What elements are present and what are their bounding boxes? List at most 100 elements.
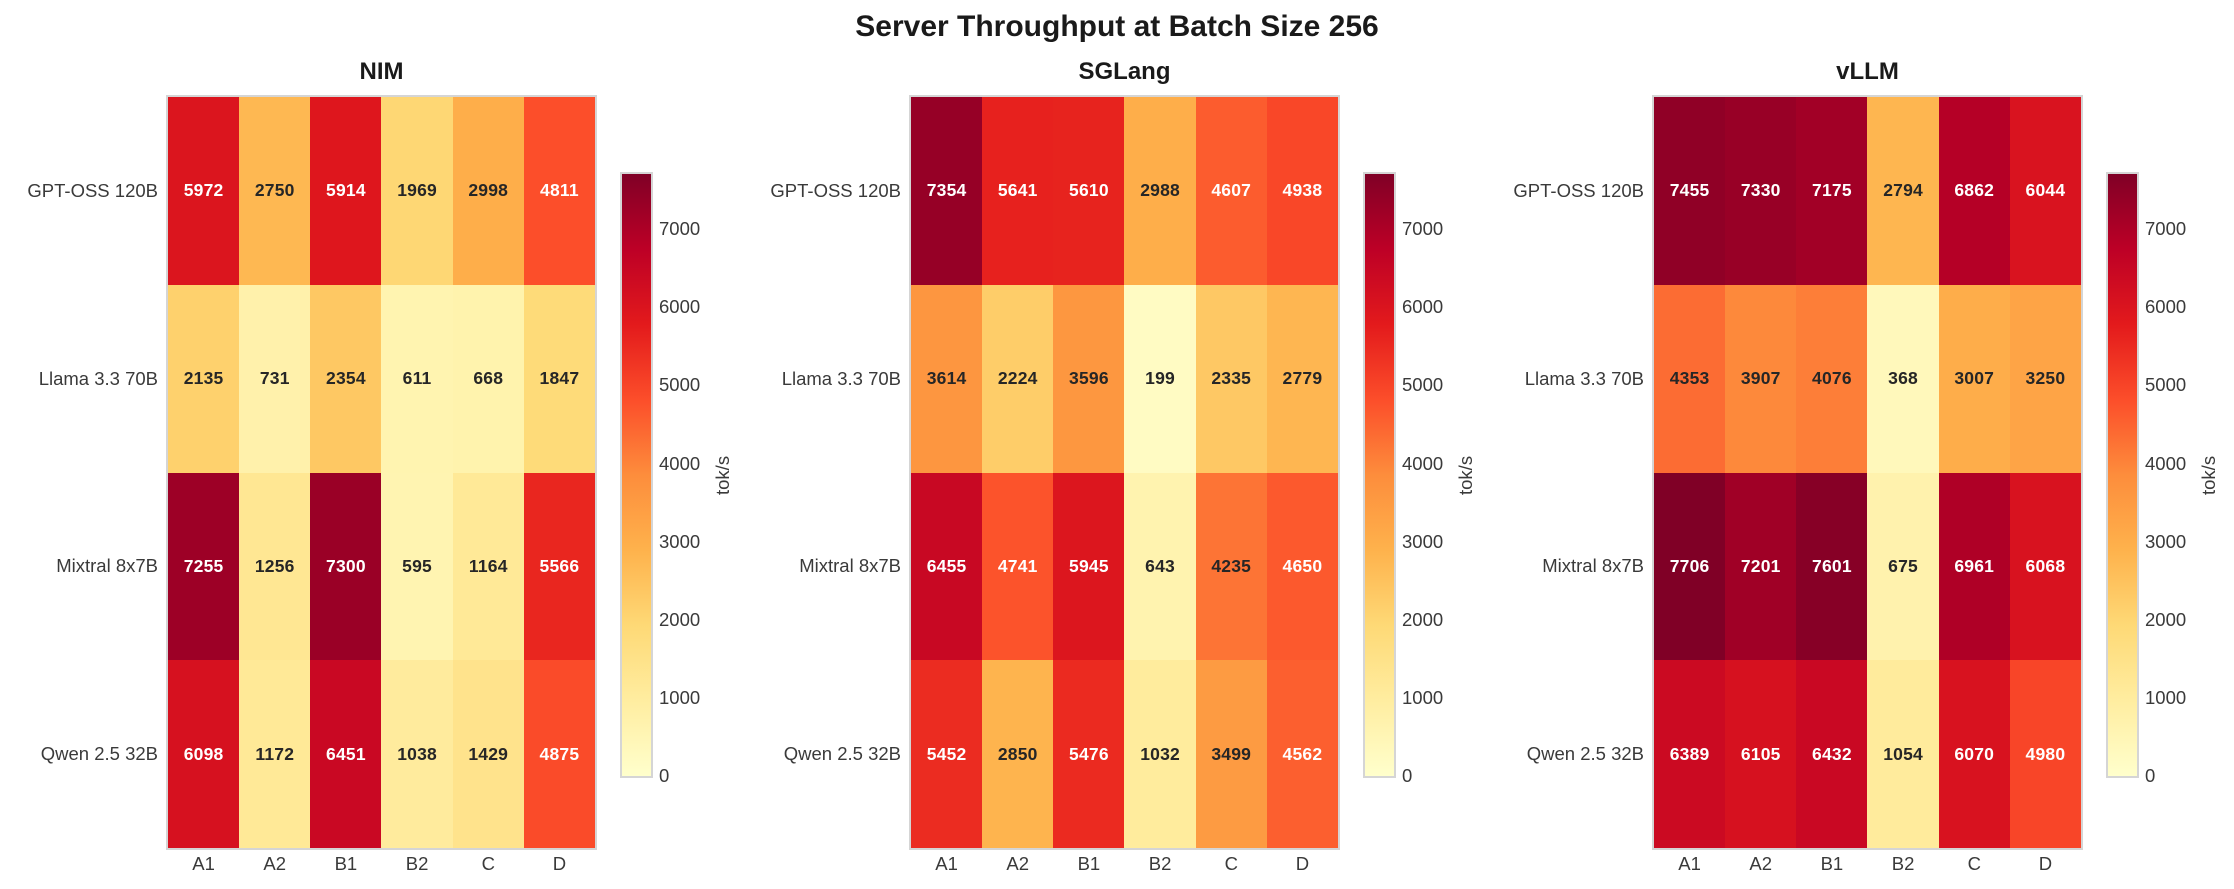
heatmap-grid: 7354 5641 5610 2988 4607 4938 3614 2224 3596 199 2… bbox=[909, 95, 1340, 850]
colorbar-tick-label: 5000 bbox=[2145, 374, 2187, 396]
cell-value: 1172 bbox=[255, 743, 295, 764]
y-tick-label: Mixtral 8x7B bbox=[799, 555, 901, 577]
cell-value: 5566 bbox=[539, 555, 580, 576]
cell-value: 4353 bbox=[1669, 368, 1710, 389]
heatmap-cell: 4353 bbox=[1654, 284, 1726, 473]
heatmap-cell: 1847 bbox=[523, 284, 595, 473]
cell-value: 7706 bbox=[1669, 555, 1710, 576]
cell-value: 1429 bbox=[468, 743, 509, 764]
x-tick-label: A2 bbox=[263, 853, 287, 874]
cell-value: 7300 bbox=[326, 555, 366, 576]
heatmap-cell: 7201 bbox=[1725, 472, 1797, 661]
colorbar-tick-label: 2000 bbox=[2145, 608, 2187, 630]
x-tick-label: A1 bbox=[935, 853, 958, 874]
colorbar-tick-label: 5000 bbox=[659, 374, 701, 396]
heatmap-cell: 5566 bbox=[523, 472, 595, 661]
cell-value: 7255 bbox=[183, 555, 224, 576]
heatmap-cell: 1032 bbox=[1124, 660, 1196, 848]
cell-value: 4607 bbox=[1211, 180, 1252, 201]
heatmap-cell: 2998 bbox=[452, 97, 524, 285]
heatmap-cell: 4811 bbox=[523, 97, 595, 285]
y-tick-label: Llama 3.3 70B bbox=[1524, 367, 1644, 389]
heatmap-cell: 7175 bbox=[1796, 97, 1868, 285]
heatmap-cell: 1038 bbox=[381, 660, 453, 848]
colorbar-tick-label: 5000 bbox=[1402, 374, 1444, 396]
heatmap-cell: 2988 bbox=[1124, 97, 1196, 285]
colorbar-tick-label: 6000 bbox=[2145, 296, 2187, 318]
x-tick-label: B1 bbox=[334, 853, 358, 874]
x-tick-label: C bbox=[481, 853, 495, 874]
colorbar-tick-label: 2000 bbox=[659, 608, 701, 630]
heatmap-cell: 4938 bbox=[1266, 97, 1338, 285]
heatmap-cell: 4741 bbox=[982, 472, 1054, 661]
cell-value: 1054 bbox=[1883, 743, 1923, 764]
y-tick-label: GPT-OSS 120B bbox=[27, 179, 158, 201]
cell-value: 7601 bbox=[1812, 555, 1852, 576]
colorbar bbox=[1363, 172, 1396, 778]
heatmap-cell: 5641 bbox=[982, 97, 1054, 285]
heatmap-cell: 3250 bbox=[2009, 284, 2081, 473]
cell-value: 2779 bbox=[1282, 368, 1323, 389]
heatmap-cell: 199 bbox=[1124, 284, 1196, 473]
cell-value: 2135 bbox=[183, 368, 224, 389]
colorbar-tick-label: 7000 bbox=[659, 218, 701, 240]
x-tick-label: C bbox=[1967, 853, 1981, 874]
heatmap-cell: 6455 bbox=[911, 472, 983, 661]
heatmap-cell: 5914 bbox=[310, 97, 382, 285]
heatmap-cell: 2750 bbox=[239, 97, 311, 285]
cell-value: 5476 bbox=[1069, 743, 1109, 764]
heatmap-cell: 675 bbox=[1867, 472, 1939, 661]
heatmap-cell: 6068 bbox=[2009, 472, 2081, 661]
heatmap-cell: 6432 bbox=[1796, 660, 1868, 848]
cell-value: 6044 bbox=[2025, 180, 2066, 201]
colorbar-tick-label: 0 bbox=[1402, 765, 1413, 786]
heatmap-cell: 5452 bbox=[911, 660, 983, 848]
colorbar-tick-label: 1000 bbox=[1402, 686, 1444, 708]
cell-value: 1038 bbox=[397, 743, 437, 764]
heatmap-cell: 1429 bbox=[452, 660, 524, 848]
cell-value: 368 bbox=[1888, 368, 1918, 389]
cell-value: 595 bbox=[402, 555, 432, 576]
cell-value: 6862 bbox=[1954, 180, 1995, 201]
x-tick-label: C bbox=[1224, 853, 1238, 874]
cell-value: 199 bbox=[1145, 368, 1175, 389]
cell-value: 7201 bbox=[1740, 555, 1781, 576]
cell-value: 5452 bbox=[926, 743, 967, 764]
y-tick-label: Qwen 2.5 32B bbox=[1526, 743, 1644, 765]
heatmap-cell: 2794 bbox=[1867, 97, 1939, 285]
x-tick-label: A1 bbox=[192, 853, 215, 874]
heatmap-cell: 5945 bbox=[1053, 472, 1125, 661]
heatmap-cell: 6105 bbox=[1725, 660, 1797, 848]
colorbar-tick-label: 4000 bbox=[1402, 452, 1444, 474]
y-tick-label: Mixtral 8x7B bbox=[56, 555, 158, 577]
heatmap-cell: 4607 bbox=[1195, 97, 1267, 285]
colorbar-tick-label: 7000 bbox=[2145, 218, 2187, 240]
figure-title: Server Throughput at Batch Size 256 bbox=[855, 10, 1379, 43]
heatmap-cell: 2354 bbox=[310, 284, 382, 473]
cell-value: 4980 bbox=[2025, 743, 2066, 764]
heatmap-cell: 1172 bbox=[239, 660, 311, 848]
heatmap-cell: 4650 bbox=[1266, 472, 1338, 661]
heatmap-cell: 6862 bbox=[1938, 97, 2010, 285]
colorbar-tick-label: 3000 bbox=[2145, 530, 2187, 552]
colorbar-tick-label: 6000 bbox=[1402, 296, 1444, 318]
x-tick-label: B1 bbox=[1077, 853, 1101, 874]
colorbar-tick-label: 6000 bbox=[659, 296, 701, 318]
cell-value: 2998 bbox=[468, 180, 509, 201]
heatmap-cell: 6044 bbox=[2009, 97, 2081, 285]
heatmap-cell: 7255 bbox=[168, 472, 240, 661]
heatmap-cell: 3499 bbox=[1195, 660, 1267, 848]
heatmap-cell: 6070 bbox=[1938, 660, 2010, 848]
heatmap-cell: 4980 bbox=[2009, 660, 2081, 848]
heatmap-grid: 7455 7330 7175 2794 6862 6044 4353 3907 4076 368 3… bbox=[1652, 95, 2083, 850]
cell-value: 4875 bbox=[539, 743, 580, 764]
cell-value: 2335 bbox=[1211, 368, 1252, 389]
heatmap-grid: 5972 2750 5914 1969 2998 4811 2135 731 2354 611 66… bbox=[166, 95, 597, 850]
y-tick-label: Llama 3.3 70B bbox=[781, 367, 901, 389]
heatmap-cell: 6451 bbox=[310, 660, 382, 848]
heatmap-cell: 7300 bbox=[310, 472, 382, 661]
cell-value: 731 bbox=[259, 368, 290, 389]
heatmap-cell: 2335 bbox=[1195, 284, 1267, 473]
cell-value: 7455 bbox=[1669, 180, 1710, 201]
heatmap-cell: 2135 bbox=[168, 284, 240, 473]
